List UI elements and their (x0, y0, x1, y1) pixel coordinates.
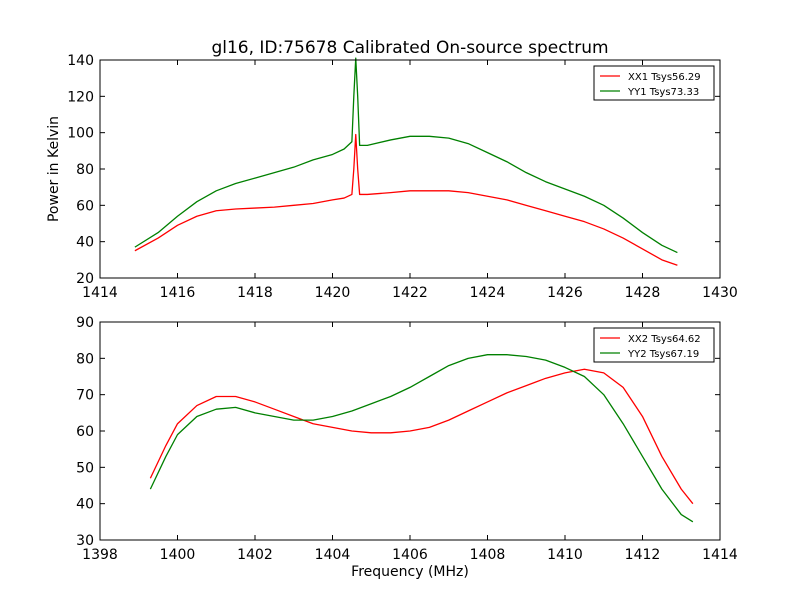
x-tick-label: 1418 (237, 285, 273, 301)
x-tick-label: 1428 (625, 285, 661, 301)
legend-label-1: XX2 Tsys64.62 (628, 334, 701, 345)
x-tick-label: 1412 (625, 547, 661, 563)
y-tick-label: 50 (76, 460, 94, 476)
legend-label-2: YY2 Tsys67.19 (627, 349, 699, 360)
y-tick-label: 90 (76, 315, 94, 331)
x-tick-label: 1402 (237, 547, 273, 563)
x-tick-label: 1410 (547, 547, 583, 563)
series-line-2 (134, 57, 678, 254)
chart-title: gl16, ID:75678 Calibrated On-source spec… (211, 38, 608, 58)
y-tick-label: 40 (76, 235, 94, 251)
x-tick-label: 1426 (547, 285, 583, 301)
x-tick-label: 1404 (315, 547, 351, 563)
series-line-1 (134, 133, 678, 266)
y-tick-label: 120 (67, 89, 94, 105)
legend-box (593, 327, 715, 363)
legend-label-2: YY1 Tsys73.33 (627, 87, 699, 98)
x-tick-label: 1398 (82, 547, 118, 563)
legend: XX2 Tsys64.62 YY2 Tsys67.19 (593, 327, 715, 363)
x-tick-label: 1430 (702, 285, 738, 301)
x-tick-label: 1414 (702, 547, 738, 563)
y-tick-label: 20 (76, 271, 94, 287)
y-tick-label: 80 (76, 162, 94, 178)
series-line-2 (149, 354, 694, 523)
legend-label-1: XX1 Tsys56.29 (628, 72, 701, 83)
legend-box (593, 65, 715, 101)
top-y-axis-label: Power in Kelvin (46, 116, 62, 222)
y-tick-label: 60 (76, 424, 94, 440)
x-tick-label: 1416 (160, 285, 196, 301)
y-tick-label: 60 (76, 198, 94, 214)
x-tick-label: 1424 (470, 285, 506, 301)
y-tick-label: 140 (67, 53, 94, 69)
series-line-1 (149, 368, 694, 505)
y-tick-label: 30 (76, 533, 94, 549)
x-tick-label: 1406 (392, 547, 428, 563)
x-tick-label: 1414 (82, 285, 118, 301)
y-tick-label: 40 (76, 497, 94, 513)
bottom-x-axis-label: Frequency (MHz) (351, 564, 469, 580)
plots-layer: 1414 1416 1418 1420 1422 1424 1426 1428 1430 20 40… (67, 53, 738, 563)
plot-2: 1398 1400 1402 1404 1406 1408 1410 1412 1414 30 40… (76, 315, 738, 563)
y-tick-label: 70 (76, 388, 94, 404)
x-tick-label: 1420 (315, 285, 351, 301)
x-tick-label: 1422 (392, 285, 428, 301)
legend: XX1 Tsys56.29 YY1 Tsys73.33 (593, 65, 715, 101)
x-tick-label: 1408 (470, 547, 506, 563)
y-tick-label: 100 (67, 126, 94, 142)
plot-1: 1414 1416 1418 1420 1422 1424 1426 1428 1430 20 40… (67, 53, 738, 301)
y-tick-label: 80 (76, 351, 94, 367)
x-tick-label: 1400 (160, 547, 196, 563)
